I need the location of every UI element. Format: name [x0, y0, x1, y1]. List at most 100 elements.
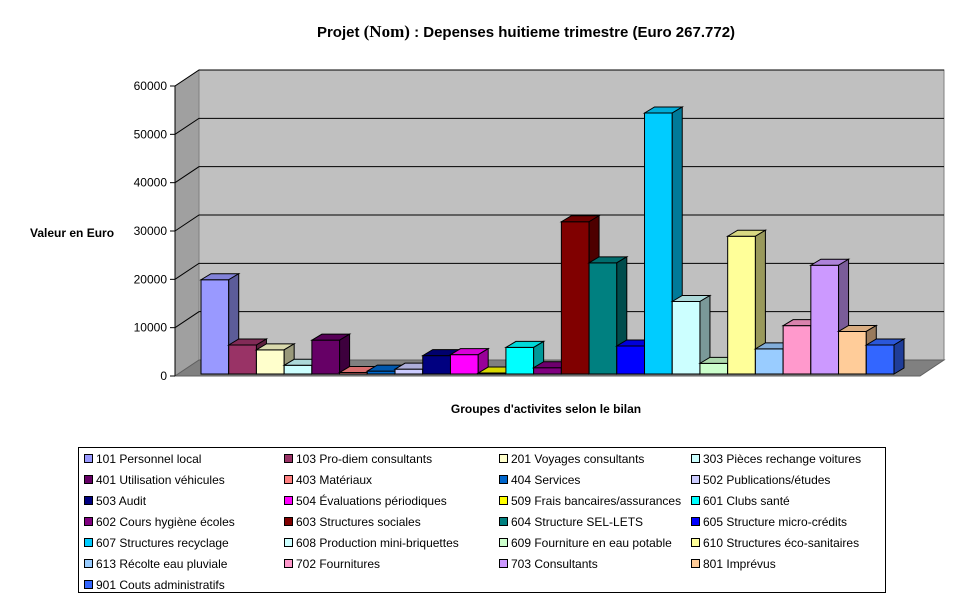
- y-tick-label: 10000: [134, 321, 168, 335]
- legend-item: 403 Matériaux: [284, 472, 372, 488]
- y-tick-label: 0: [160, 369, 167, 383]
- bar-front: [671, 301, 701, 375]
- legend-label: 504 Évaluations périodiques: [296, 494, 447, 508]
- legend: 101 Personnel local 103 Pro-diem consulta…: [78, 447, 886, 593]
- legend-item: 201 Voyages consultants: [499, 451, 644, 467]
- gridline: [174, 69, 944, 87]
- bar: [864, 338, 906, 375]
- legend-label: 403 Matériaux: [296, 473, 373, 487]
- chart-title-part-2: (Nom): [363, 22, 410, 41]
- bar-front: [449, 354, 479, 375]
- legend-label: 607 Structures recyclage: [96, 536, 229, 550]
- y-tick-label: 40000: [134, 176, 168, 190]
- chart-title-part-3: : Depenses huitieme trimestre (Euro 267.…: [409, 24, 736, 41]
- legend-label: 610 Structures éco-sanitaires: [703, 536, 860, 550]
- legend-swatch: [284, 475, 293, 485]
- bar-front: [865, 344, 895, 375]
- y-axis-ticks: 0 10000 20000 30000 40000 50000 60000: [134, 79, 176, 383]
- legend-item: 502 Publications/études: [691, 472, 830, 488]
- legend-swatch: [284, 454, 293, 464]
- legend-swatch: [691, 475, 700, 485]
- bar: [670, 294, 712, 375]
- bars: [199, 106, 906, 375]
- bar-front: [727, 235, 756, 375]
- legend-item: 103 Pro-diem consultants: [284, 451, 432, 467]
- legend-swatch: [691, 559, 700, 569]
- legend-label: 702 Fournitures: [296, 557, 381, 571]
- legend-swatch: [499, 517, 508, 527]
- bar: [448, 347, 491, 375]
- legend-item: 702 Fournitures: [284, 556, 380, 572]
- chart-title: Projet (Nom) : Depenses huitieme trimest…: [0, 22, 970, 42]
- legend-swatch: [499, 559, 508, 569]
- legend-label: 103 Pro-diem consultants: [296, 452, 433, 466]
- bar-front: [782, 325, 812, 375]
- legend-label: 502 Publications/études: [703, 473, 831, 487]
- legend-swatch: [691, 538, 700, 548]
- y-tick-label: 50000: [134, 127, 168, 141]
- legend-item: 601 Clubs santé: [691, 493, 790, 509]
- bar-front: [255, 349, 285, 375]
- legend-swatch: [84, 496, 93, 506]
- legend-item: 504 Évaluations périodiques: [284, 493, 447, 509]
- y-tick-label: 60000: [134, 79, 168, 93]
- legend-item: 404 Services: [499, 472, 580, 488]
- legend-label: 605 Structure micro-crédits: [703, 515, 848, 529]
- legend-label: 101 Personnel local: [96, 452, 202, 466]
- bar-front: [200, 279, 230, 375]
- legend-item: 607 Structures recyclage: [84, 535, 229, 551]
- legend-item: 608 Production mini-briquettes: [284, 535, 459, 551]
- bar-front: [644, 112, 673, 375]
- legend-item: 605 Structure micro-crédits: [691, 514, 847, 530]
- legend-label: 604 Structure SEL-LETS: [511, 515, 644, 529]
- legend-swatch: [84, 517, 93, 527]
- gridline: [174, 262, 944, 280]
- bar-front: [560, 221, 590, 375]
- legend-swatch: [284, 517, 293, 527]
- legend-item: 703 Consultants: [499, 556, 598, 572]
- legend-swatch: [499, 538, 508, 548]
- legend-item: 901 Couts administratifs: [84, 577, 225, 593]
- legend-swatch: [499, 454, 508, 464]
- chart-plot: 0 10000 20000 30000 40000 50000 60000: [134, 69, 946, 383]
- gridline: [174, 214, 944, 232]
- y-tick-label: 30000: [134, 224, 168, 238]
- legend-label: 201 Voyages consultants: [511, 452, 645, 466]
- legend-item: 509 Frais bancaires/assurances: [499, 493, 681, 509]
- bar-front: [616, 345, 646, 375]
- bar-front: [588, 262, 618, 375]
- bar-front: [283, 364, 313, 375]
- bar-front: [533, 367, 562, 375]
- y-axis-label: Valeur en Euro: [30, 226, 115, 240]
- legend-swatch: [84, 454, 93, 464]
- legend-item: 602 Cours hygiène écoles: [84, 514, 235, 530]
- x-axis-label: Groupes d'activites selon le bilan: [450, 402, 642, 416]
- legend-swatch: [499, 496, 508, 506]
- legend-swatch: [84, 559, 93, 569]
- bar: [199, 272, 241, 375]
- gridline: [174, 117, 944, 135]
- legend-label: 603 Structures sociales: [296, 515, 421, 529]
- legend-item: 101 Personnel local: [84, 451, 201, 467]
- y-tick-label: 20000: [134, 272, 168, 286]
- legend-swatch: [691, 496, 700, 506]
- legend-label: 509 Frais bancaires/assurances: [511, 494, 682, 508]
- chart-title-part-1: Projet: [316, 24, 364, 41]
- bar-front: [810, 264, 840, 375]
- legend-item: 609 Fourniture en eau potable: [499, 535, 672, 551]
- bar-side: [893, 338, 905, 375]
- legend-label: 801 Imprévus: [703, 557, 776, 571]
- legend-swatch: [84, 475, 93, 485]
- bar: [310, 333, 352, 375]
- bar: [642, 106, 685, 375]
- bar-front: [838, 330, 867, 375]
- legend-swatch: [284, 559, 293, 569]
- legend-label: 602 Cours hygiène écoles: [96, 515, 235, 529]
- legend-item: 613 Récolte eau pluviale: [84, 556, 227, 572]
- legend-label: 303 Pièces rechange voitures: [703, 452, 862, 466]
- bar-front: [699, 362, 729, 375]
- legend-label: 503 Audit: [96, 494, 147, 508]
- bar-front: [505, 346, 535, 375]
- legend-label: 401 Utilisation véhicules: [96, 473, 225, 487]
- legend-swatch: [691, 454, 700, 464]
